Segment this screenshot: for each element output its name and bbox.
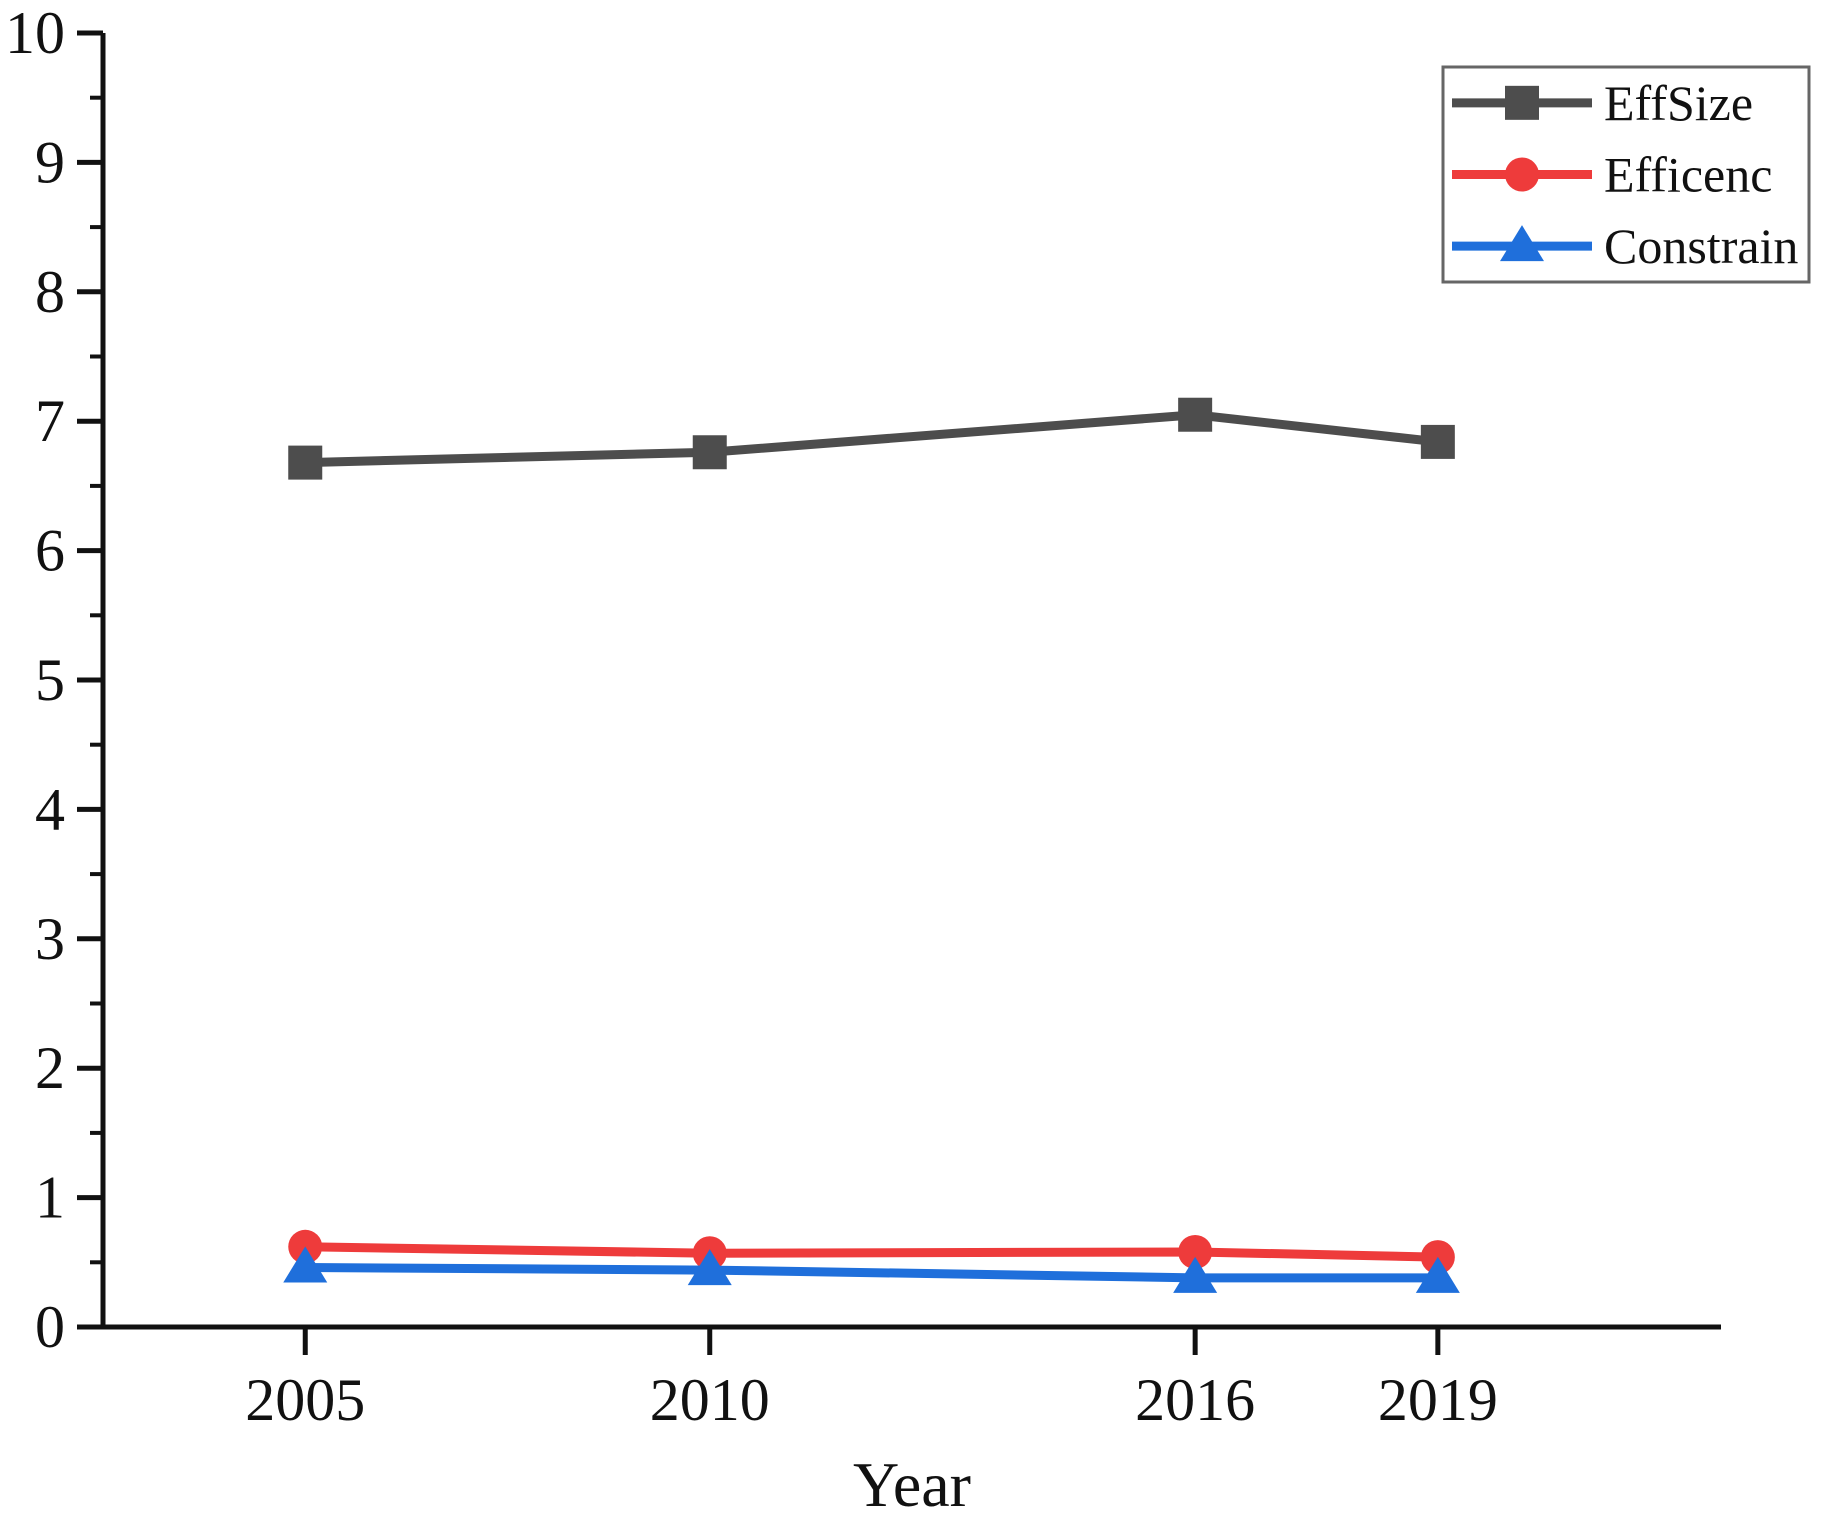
series-effsize-square-marker <box>692 435 727 470</box>
series-constrain-line <box>305 1262 1438 1283</box>
legend-item-effsize-square-marker <box>1505 85 1539 120</box>
y-tick-label: 0 <box>35 1294 65 1360</box>
y-tick-label: 6 <box>35 518 65 584</box>
series-effsize-line <box>305 410 1439 468</box>
y-tick-label: 4 <box>35 776 65 842</box>
x-tick-label: 2005 <box>245 1367 365 1433</box>
series-effsize-square-marker <box>288 445 323 480</box>
y-tick-label: 3 <box>35 906 65 972</box>
series-constrain-triangle-marker <box>1415 1256 1460 1293</box>
y-tick-label: 10 <box>5 0 65 66</box>
legend-item-efficenc-label: Efficenc <box>1604 147 1772 203</box>
legend-item-effsize-label: EffSize <box>1604 75 1753 131</box>
series-efficenc-line <box>305 1242 1438 1262</box>
y-tick-label: 1 <box>35 1165 65 1231</box>
x-tick-label: 2019 <box>1378 1367 1498 1433</box>
legend-item-efficenc-circle-marker <box>1505 157 1539 192</box>
series-efficenc-circle-marker <box>1178 1234 1213 1269</box>
x-tick-label: 2010 <box>650 1367 770 1433</box>
y-tick-label: 8 <box>35 259 65 325</box>
plot-layer: 0 1 2 3 4 5 6 7 8 9 10 2005 2010 2016 2019 EffSize Effic… <box>5 0 1811 1433</box>
y-tick-label: 2 <box>35 1035 65 1101</box>
y-tick-label: 5 <box>35 647 65 713</box>
legend-item-constrain-triangle-marker <box>1500 225 1544 262</box>
series-constrain-triangle-marker <box>687 1249 732 1286</box>
series-effsize-square-marker <box>1178 397 1213 432</box>
series-constrain-triangle-marker <box>1173 1256 1218 1293</box>
legend-item-constrain-label: Constrain <box>1604 218 1798 274</box>
x-axis-title: Year <box>853 1449 971 1520</box>
series-constrain-triangle-marker <box>283 1246 328 1283</box>
y-tick-label: 9 <box>35 129 65 195</box>
series-effsize-square-marker <box>1420 424 1455 459</box>
y-tick-label: 7 <box>35 388 65 454</box>
x-tick-label: 2016 <box>1135 1367 1255 1433</box>
